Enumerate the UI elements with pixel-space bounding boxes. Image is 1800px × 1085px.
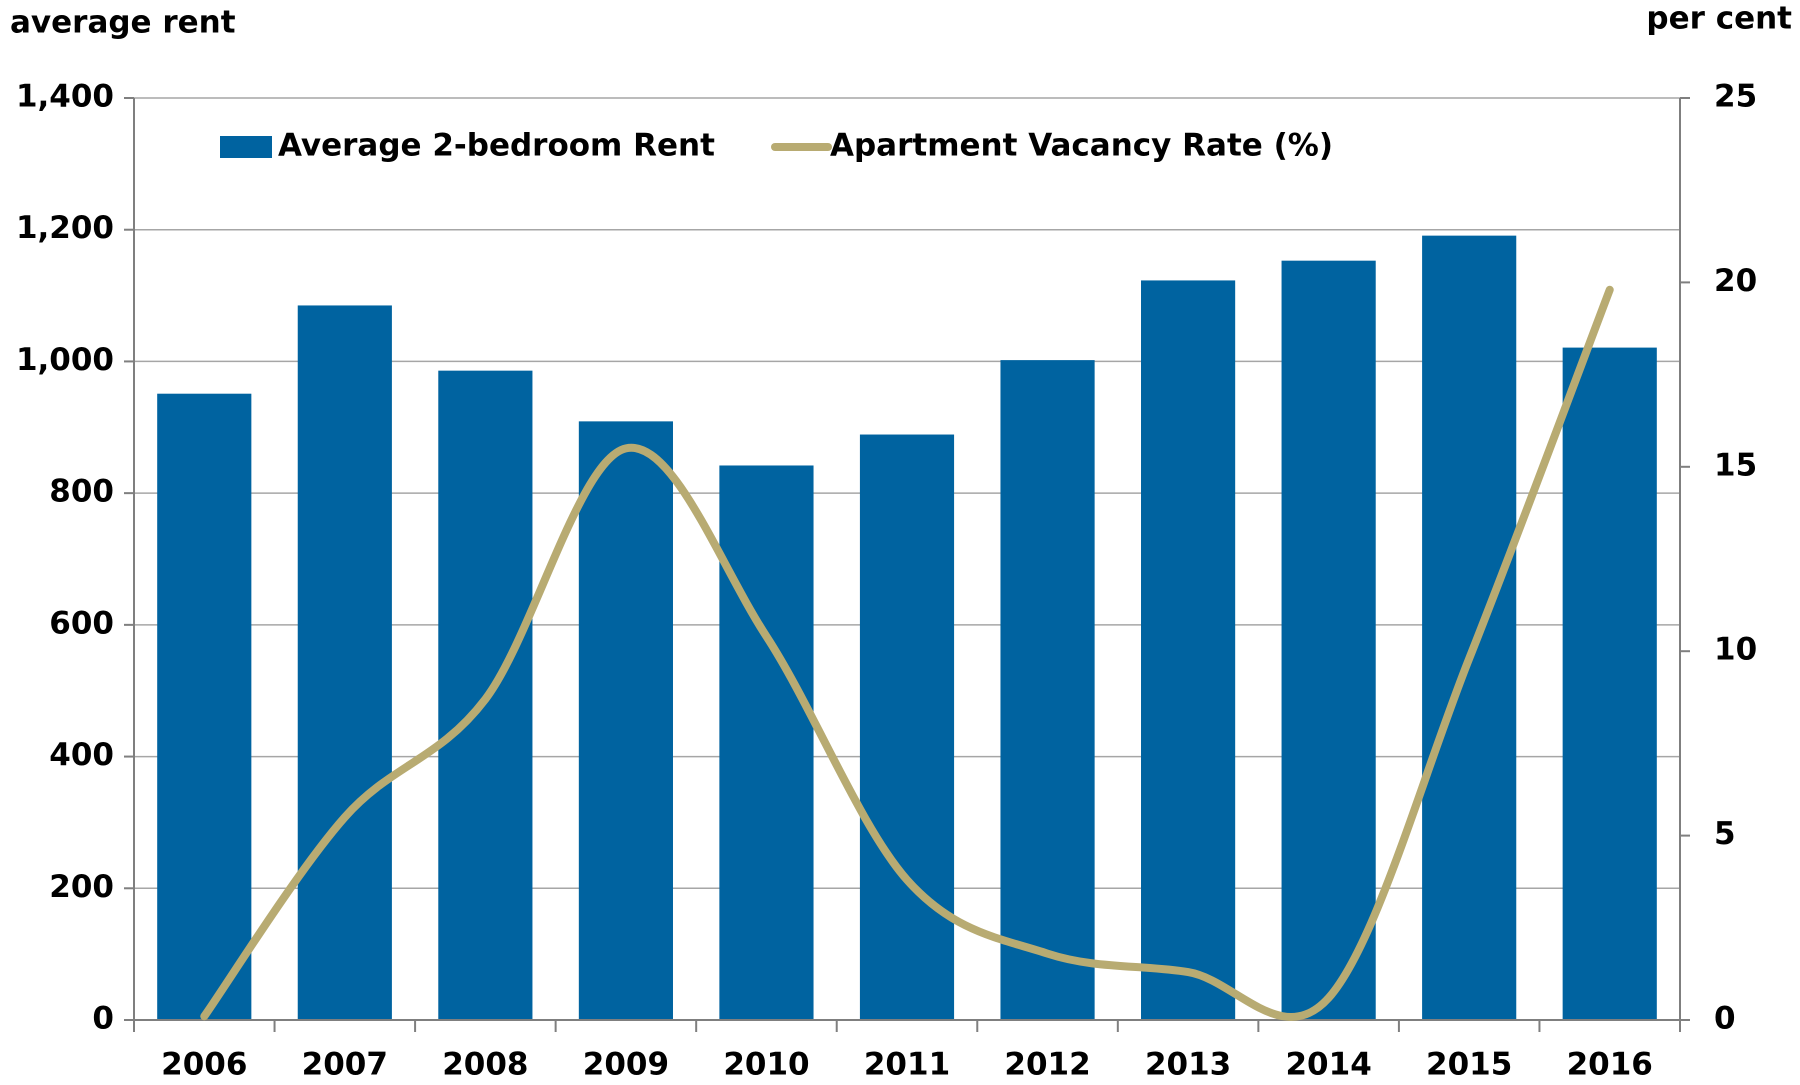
line [200,285,1614,1021]
x-tick-label: 2008 [442,1047,528,1083]
bar [578,421,673,1020]
legend-label: Apartment Vacancy Rate (%) [830,128,1333,164]
x-tick-label: 2012 [1004,1047,1090,1083]
bar [1422,235,1517,1021]
bar [1000,360,1095,1020]
y-tick-label: 1,000 [16,342,114,378]
bar [297,305,392,1020]
x-tick-label: 2010 [723,1047,809,1083]
bar [719,465,814,1020]
y2-tick-label: 20 [1714,263,1757,299]
y2-axis-label: per cent [1646,1,1792,37]
y-axis-label: average rent [10,5,236,41]
y2-tick-label: 25 [1714,79,1757,115]
y2-tick-label: 15 [1714,447,1757,483]
legend-swatch [220,136,272,158]
y-tick-label: 400 [49,737,114,773]
y-tick-label: 0 [92,1001,114,1037]
x-tick-label: 2015 [1426,1047,1512,1083]
x-tick-label: 2011 [864,1047,950,1083]
bar [1562,347,1657,1020]
x-tick-label: 2016 [1567,1047,1653,1083]
y-tick-label: 600 [49,605,114,641]
x-tick-label: 2007 [302,1047,388,1083]
y2-tick-label: 5 [1714,816,1736,852]
y-tick-label: 1,200 [16,210,114,246]
bar [1281,260,1376,1021]
legend-label: Average 2-bedroom Rent [278,128,715,164]
y2-tick-label: 10 [1714,632,1757,668]
x-tick-label: 2014 [1285,1047,1371,1083]
x-tick-label: 2009 [583,1047,669,1083]
bar [859,434,955,1020]
y-tick-label: 1,400 [16,79,114,115]
x-tick-label: 2006 [161,1047,247,1083]
bar [157,393,252,1020]
y-tick-label: 200 [49,869,114,905]
x-tick-label: 2013 [1145,1047,1231,1083]
y-tick-label: 800 [49,474,114,510]
y2-tick-label: 0 [1714,1001,1736,1037]
bar [1141,280,1236,1020]
